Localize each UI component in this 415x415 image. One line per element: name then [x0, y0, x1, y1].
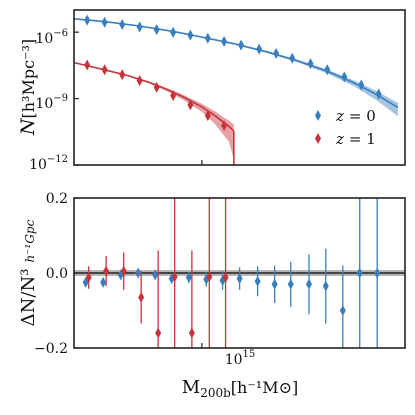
top-plot-area: [74, 14, 399, 165]
data-point-top-s0-6: [187, 29, 194, 41]
data-point-top-s1-2: [119, 69, 126, 81]
data-point-bottom-s0-17: [374, 267, 381, 279]
data-point-top-s0-2: [119, 19, 126, 31]
data-point-bottom-s1-8: [222, 272, 229, 283]
data-point-top-s0-16: [358, 79, 365, 91]
data-point-top-s0-0: [84, 14, 91, 26]
data-point-bottom-s1-6: [188, 327, 195, 339]
data-point-top-s1-0: [84, 59, 91, 71]
data-point-top-s0-9: [238, 39, 245, 51]
data-point-top-s1-1: [101, 64, 108, 76]
top-y-axis-label: N[h³Mpc⁻³]: [17, 39, 39, 136]
data-point-top-s1-6: [187, 99, 194, 111]
data-point-bottom-s0-9: [236, 273, 243, 285]
legend-marker-z1: [315, 133, 321, 144]
data-point-top-s1-4: [153, 81, 160, 93]
data-point-top-s1-8: [221, 120, 228, 132]
data-point-bottom-s1-0: [85, 272, 92, 283]
model-line-1: [74, 61, 235, 132]
bottom-y-axis-label: ΔN/N³h⁻¹Gpc: [18, 219, 39, 326]
data-point-top-s0-3: [136, 21, 143, 33]
data-point-top-s0-7: [204, 32, 211, 44]
data-point-bottom-s1-3: [138, 291, 145, 303]
model-band-1: [74, 62, 234, 160]
bottom-ytick-label-2: 0.0: [46, 266, 68, 282]
bottom-ytick-label-1: 0.2: [46, 191, 68, 207]
model-line-0: [74, 18, 399, 109]
data-point-bottom-s1-1: [103, 265, 110, 277]
data-point-top-s0-10: [256, 43, 263, 55]
data-point-bottom-s0-10: [254, 275, 261, 287]
data-point-bottom-s1-5: [171, 271, 178, 283]
legend-marker-z0: [315, 110, 321, 121]
legend-label-z1: z = 1: [335, 130, 376, 148]
bottom-plot-area: [74, 198, 405, 348]
top-panel-frame: [73, 9, 406, 166]
data-point-top-s0-11: [273, 48, 280, 60]
data-point-bottom-s0-13: [306, 278, 313, 290]
data-point-top-s0-4: [153, 24, 160, 36]
data-point-top-s0-15: [341, 71, 348, 83]
bottom-panel: 0.2 0.0 −0.2 1015 M200b[h⁻¹M⊙] ΔN/N³h⁻¹G…: [18, 191, 406, 400]
data-point-bottom-s0-3: [135, 267, 142, 279]
data-point-bottom-s0-4: [152, 269, 159, 281]
data-point-bottom-s0-16: [356, 267, 363, 279]
bottom-ytick-label-3: −0.2: [34, 341, 68, 357]
data-point-top-s1-5: [170, 90, 177, 102]
data-point-top-s1-3: [136, 75, 143, 87]
bottom-xtick-label: 1015: [225, 349, 256, 368]
legend: z = 0 z = 1: [315, 107, 376, 148]
top-ytick-label-3: 10−12: [29, 154, 68, 173]
top-ytick-label-2: 10−9: [35, 93, 68, 112]
data-point-bottom-s0-1: [100, 276, 107, 288]
data-point-top-s0-12: [289, 52, 296, 64]
data-point-bottom-s0-14: [322, 280, 329, 292]
data-point-top-s1-7: [204, 110, 211, 122]
x-axis-label: M200b[h⁻¹M⊙]: [182, 377, 298, 400]
data-point-top-s0-17: [375, 88, 382, 100]
data-point-top-s0-5: [170, 26, 177, 38]
model-band-0: [74, 18, 398, 117]
data-point-bottom-s0-15: [339, 305, 346, 316]
data-point-top-s0-13: [307, 58, 314, 70]
legend-label-z0: z = 0: [335, 107, 376, 125]
data-point-bottom-s0-11: [271, 278, 278, 290]
data-point-top-s0-1: [101, 16, 108, 28]
data-point-bottom-s0-12: [287, 278, 294, 290]
top-ytick-label-1: 10−6: [35, 28, 68, 47]
data-point-bottom-s1-4: [155, 327, 162, 339]
data-point-bottom-s0-6: [185, 272, 192, 283]
data-point-bottom-s1-7: [206, 271, 213, 283]
data-point-top-s0-8: [221, 35, 228, 47]
data-point-top-s0-14: [324, 64, 331, 76]
data-point-bottom-s1-2: [120, 265, 127, 277]
top-panel: 10−6 10−9 10−12 N[h³Mpc⁻³] z = 0 z = 1: [17, 9, 406, 173]
